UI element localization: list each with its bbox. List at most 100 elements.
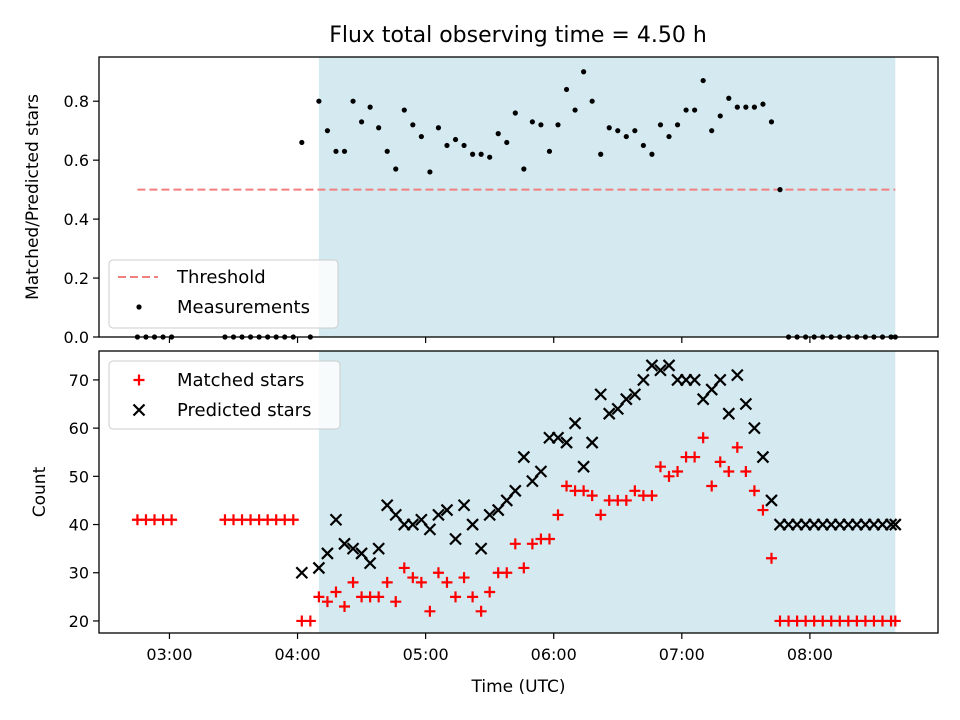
predicted-star-point	[620, 392, 633, 406]
matched-star-point	[330, 586, 342, 598]
measurement-point	[726, 95, 732, 101]
matched-star-point	[526, 538, 538, 550]
x-tick-label: 06:00	[531, 645, 577, 664]
measurement-point	[743, 104, 749, 110]
measurement-point	[384, 148, 390, 154]
measurement-point	[768, 119, 775, 125]
x-tick-label: 08:00	[787, 645, 833, 664]
measurement-point	[470, 151, 476, 157]
observing-span-shade	[318, 351, 896, 633]
predicted-star-point	[363, 556, 377, 570]
legend-matched-swatch	[133, 374, 145, 386]
measurement-point	[410, 122, 416, 128]
y-tick-label: 30	[69, 564, 89, 583]
predicted-star-point	[432, 508, 445, 522]
count-x-ticks: 03:00 04:00 05:00 06:00 07:00 08:00	[146, 633, 833, 664]
measurement-point	[666, 133, 672, 140]
predicted-star-point	[722, 407, 736, 420]
predicted-star-point	[889, 518, 902, 531]
ratio-panel: 0.00.20.40.60.8 Matched/Predicted stars …	[23, 56, 939, 347]
measurement-point	[495, 131, 501, 137]
measurement-point	[623, 133, 629, 140]
predicted-star-point	[585, 436, 599, 449]
x-tick-label: 07:00	[659, 645, 705, 664]
matched-star-point	[166, 514, 178, 526]
legend-box	[108, 360, 341, 430]
matched-star-point	[518, 562, 530, 574]
measurement-point	[751, 104, 758, 110]
matched-star-point	[748, 485, 760, 497]
predicted-star-point	[509, 484, 522, 498]
matched-star-point	[475, 605, 487, 617]
y-tick-label: 0.6	[64, 151, 89, 170]
predicted-star-point	[423, 523, 437, 536]
predicted-star-point	[312, 561, 326, 575]
predicted-star-point	[295, 566, 309, 580]
predicted-star-point	[534, 465, 548, 478]
y-tick-label: 70	[69, 371, 89, 390]
measurement-point	[598, 151, 604, 157]
measurement-point	[709, 128, 715, 134]
count-series	[131, 359, 902, 627]
legend-box	[108, 259, 339, 329]
predicted-star-point	[551, 431, 565, 445]
measurement-point	[615, 128, 621, 134]
matched-star-point	[398, 562, 410, 574]
predicted-star-point	[654, 364, 667, 377]
measurement-point	[674, 122, 681, 128]
matched-star-point	[689, 451, 701, 463]
measurement-point	[376, 125, 382, 131]
predicted-star-point	[756, 450, 770, 464]
matched-star-point	[484, 586, 496, 598]
predicted-star-point	[449, 532, 462, 546]
measurement-point	[640, 142, 646, 149]
measurement-point	[632, 128, 638, 134]
matched-star-point	[706, 480, 718, 492]
measurement-point	[606, 125, 612, 131]
measurement-point	[589, 98, 595, 104]
y-tick-label: 60	[69, 419, 89, 438]
measurement-point	[717, 113, 723, 119]
y-tick-label: 40	[69, 516, 89, 535]
predicted-star-point	[338, 537, 351, 551]
measurement-point	[504, 139, 510, 146]
measurement-point	[333, 148, 339, 154]
predicted-star-point	[346, 542, 360, 555]
matched-star-point	[714, 456, 726, 468]
matched-star-point	[646, 490, 658, 502]
predicted-star-point	[466, 518, 479, 531]
measurement-point	[572, 107, 578, 113]
ratio-y-axis-label: Matched/Predicted stars	[23, 94, 43, 300]
predicted-star-point	[321, 547, 334, 560]
measurement-point	[401, 107, 407, 113]
measurement-point	[487, 154, 493, 160]
predicted-star-point	[731, 368, 744, 382]
matched-star-point	[321, 596, 333, 608]
y-tick-label: 0.0	[64, 328, 89, 347]
matched-star-point	[415, 576, 427, 588]
matched-star-point	[313, 591, 325, 603]
predicted-star-point	[637, 373, 650, 387]
predicted-star-point	[594, 388, 607, 401]
measurement-point	[324, 128, 331, 134]
measurement-point	[581, 69, 587, 75]
matched-star-point	[723, 466, 735, 478]
matched-star-point	[458, 572, 470, 584]
matched-star-point	[304, 615, 316, 627]
ratio-y-ticks: 0.0 0.2 0.4 0.6 0.8	[64, 92, 99, 347]
matched-star-point	[697, 432, 709, 444]
measurement-point	[777, 187, 783, 193]
measurement-point	[444, 142, 450, 149]
legend-predicted-swatch	[132, 403, 146, 417]
predicted-star-point	[602, 407, 616, 420]
y-tick-label: 20	[69, 612, 89, 631]
y-tick-label: 0.8	[64, 92, 89, 111]
measurement-point	[358, 119, 365, 125]
ratio-x-ticks	[168, 337, 811, 343]
measurement-point	[299, 139, 305, 146]
measurement-point	[427, 169, 433, 175]
count-y-ticks: 20 30 40 50 60 70	[69, 371, 99, 631]
matched-star-point	[586, 490, 598, 502]
matched-star-point	[467, 591, 479, 603]
